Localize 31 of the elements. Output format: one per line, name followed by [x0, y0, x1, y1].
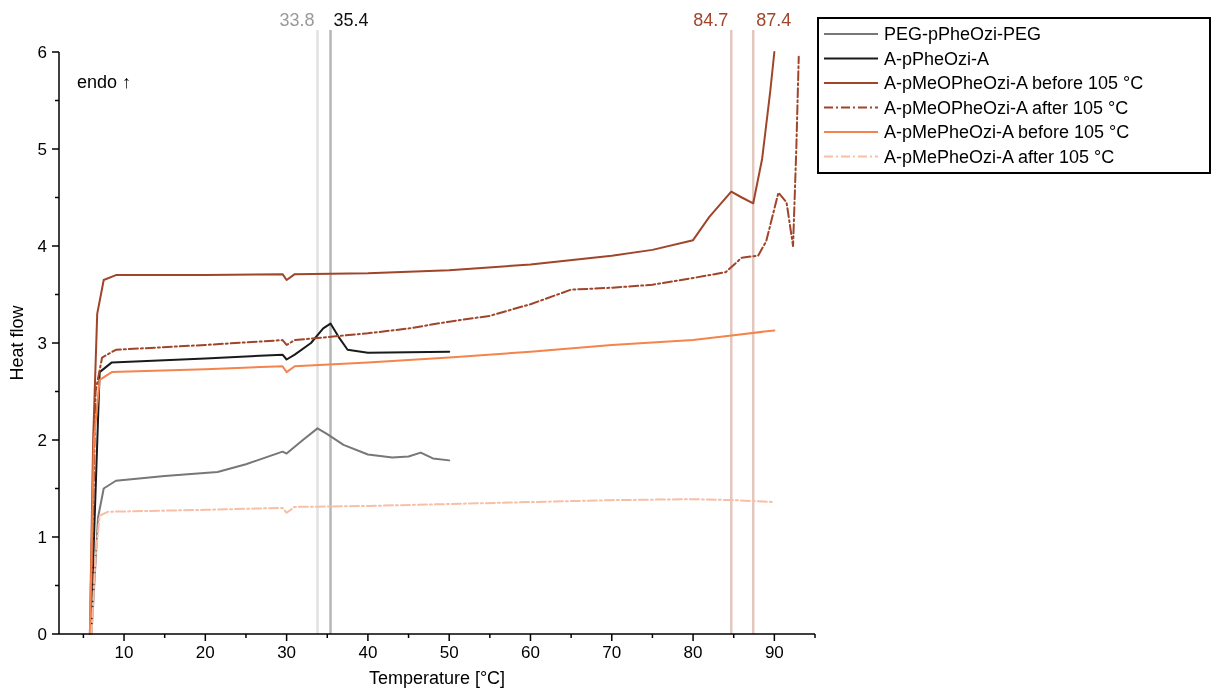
x-tick-label: 90 — [764, 643, 784, 662]
y-axis-title: Heat flow — [7, 304, 27, 381]
legend-label: A-pMePheOzi-A after 105 °C — [884, 146, 1115, 167]
legend-label: A-pMePheOzi-A before 105 °C — [884, 122, 1130, 142]
y-tick-label: 2 — [37, 431, 47, 450]
legend-label: A-pMeOPheOzi-A before 105 °C — [884, 73, 1144, 93]
line-series — [88, 329, 776, 635]
x-tick-label: 30 — [277, 643, 297, 662]
y-tick-label: 3 — [37, 334, 47, 353]
y-tick-label: 6 — [37, 43, 47, 62]
ref-line-label: 35.4 — [333, 10, 369, 30]
x-tick-label: 10 — [114, 643, 134, 662]
y-tick-label: 1 — [37, 528, 47, 547]
x-tick-label: 40 — [358, 643, 378, 662]
legend-label: A-pPheOzi-A — [884, 48, 990, 69]
x-tick-label: 80 — [683, 643, 703, 662]
y-tick-label: 0 — [37, 625, 47, 644]
ref-line-label: 87.4 — [756, 10, 792, 30]
x-tick-label: 60 — [521, 643, 540, 662]
y-tick-label: 4 — [37, 237, 47, 256]
legend-label: A-pMeOPheOzi-A after 105 °C — [884, 97, 1129, 118]
ref-line-label: 33.8 — [279, 10, 315, 30]
x-axis-title: Temperature [°C] — [368, 668, 506, 688]
y-tick-label: 5 — [37, 140, 47, 159]
annotation: endo ↑ — [77, 72, 132, 92]
x-tick-label: 50 — [439, 643, 459, 662]
x-tick-label: 20 — [195, 643, 215, 662]
x-tick-label: 70 — [602, 643, 622, 662]
legend-label: PEG-pPheOzi-PEG — [884, 24, 1042, 44]
ref-line-label: 84.7 — [693, 10, 729, 30]
line-series — [90, 498, 776, 635]
